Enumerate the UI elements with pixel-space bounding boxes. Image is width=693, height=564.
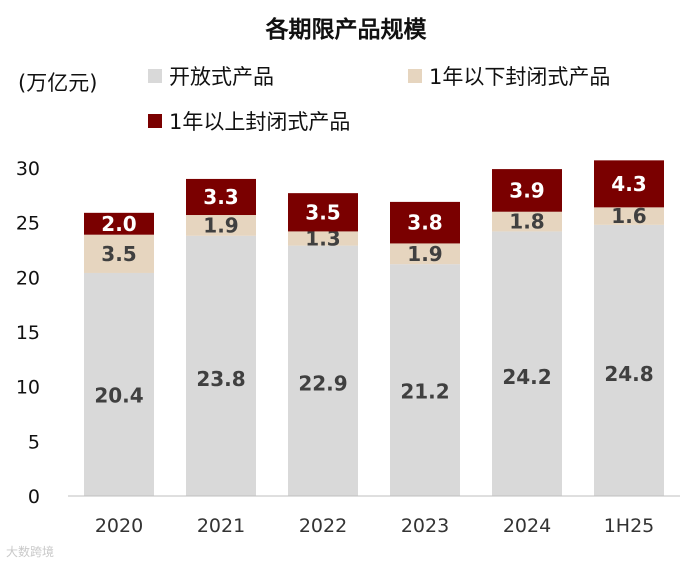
bar-segment-2-2021 [186,215,256,236]
legend-swatch-1 [148,69,162,83]
data-label-2-2021: 1.9 [203,213,238,237]
bar-stack-2021: 23.8 1.9 3.3 [186,178,256,496]
legend: 开放式产品 1年以下封闭式产品 1年以上封闭式产品 [148,65,610,134]
y-tick-label: 15 [16,322,40,344]
data-label-3-2023: 3.8 [407,211,442,235]
bar-segment-3-2024 [492,169,562,212]
bar-segment-1-2023 [390,264,460,496]
bar-segment-1-2021 [186,235,256,496]
bar-segment-1-1H25 [594,224,664,496]
x-tick-label-2022: 2022 [299,515,347,537]
data-label-3-1H25: 4.3 [611,172,646,196]
data-label-1-2021: 23.8 [196,367,245,391]
bar-segment-3-2022 [288,193,358,232]
bar-stack-2022: 22.91.33.5 [288,193,358,496]
data-label-1-2022: 22.9 [298,371,347,395]
y-tick-label: 5 [28,431,40,453]
data-label-1-2024: 24.2 [502,365,551,389]
data-label-3-2024: 3.9 [509,178,544,202]
bar-segment-3-2021 [186,178,256,216]
y-tick-label: 0 [28,486,40,508]
bar-segment-1-2020 [84,272,154,496]
data-label-3-2021: 3.3 [203,185,238,209]
chart-title: 各期限产品规模 [265,16,428,43]
x-tick-label-2023: 2023 [401,515,449,537]
data-label-2-1H25: 1.6 [611,204,646,228]
data-label-2-2023: 1.9 [407,242,442,266]
bar-stack-2024: 24.2 1.8 3.9 [492,169,562,496]
legend-swatch-2 [408,69,422,83]
legend-swatch-3 [148,114,162,128]
y-tick-label: 25 [16,213,40,235]
data-label-1-1H25: 24.8 [604,362,653,386]
x-tick-label-1H25: 1H25 [604,515,655,537]
bar-stack-1H25: 24.8 1.6 4.3 [594,160,664,496]
data-label-2-2024: 1.8 [509,210,544,234]
bar-segment-3-2020 [84,212,154,235]
y-axis-unit-label: (万亿元) [18,71,97,95]
bar-segment-3-1H25 [594,160,664,208]
legend-label-1: 开放式产品 [169,65,274,89]
data-label-1-2023: 21.2 [400,380,449,404]
bar-segment-2-2024 [492,211,562,232]
x-axis: 2020 2021 2022 2023 2024 1H25 [95,515,654,537]
data-label-3-2022: 3.5 [305,200,340,224]
y-tick-label: 10 [16,377,40,399]
legend-label-2: 1年以下封闭式产品 [429,65,610,89]
data-label-1-2020: 20.4 [94,384,143,408]
legend-label-3: 1年以上封闭式产品 [169,110,350,134]
watermark: 大数跨境 [6,544,54,559]
bar-segment-2-1H25 [594,207,664,225]
bar-segment-3-2023 [390,201,460,244]
bar-stack-2020: 20.4 3.5 2.0 [84,212,154,496]
x-tick-label-2021: 2021 [197,515,245,537]
y-tick-label: 20 [16,267,40,289]
data-label-2-2020: 3.5 [101,242,136,266]
x-tick-label-2020: 2020 [95,515,143,537]
data-label-3-2020: 2.0 [101,212,136,236]
y-axis: 0 5 10 15 20 25 30 [16,158,40,508]
y-tick-label: 30 [16,158,40,180]
bar-segment-2-2023 [390,243,460,265]
bar-stack-2023: 21.2 1.9 3.8 [390,201,460,496]
bar-segment-2-2020 [84,234,154,273]
x-tick-label-2024: 2024 [503,515,551,537]
bar-segment-1-2022 [288,245,358,496]
bar-segment-2-2022 [288,231,358,246]
bars: 20.4 3.5 2.0 23.8 1.9 3.3 22.91.33.5 21.2 1.9 3.8… [84,160,664,496]
bar-segment-1-2024 [492,231,562,496]
